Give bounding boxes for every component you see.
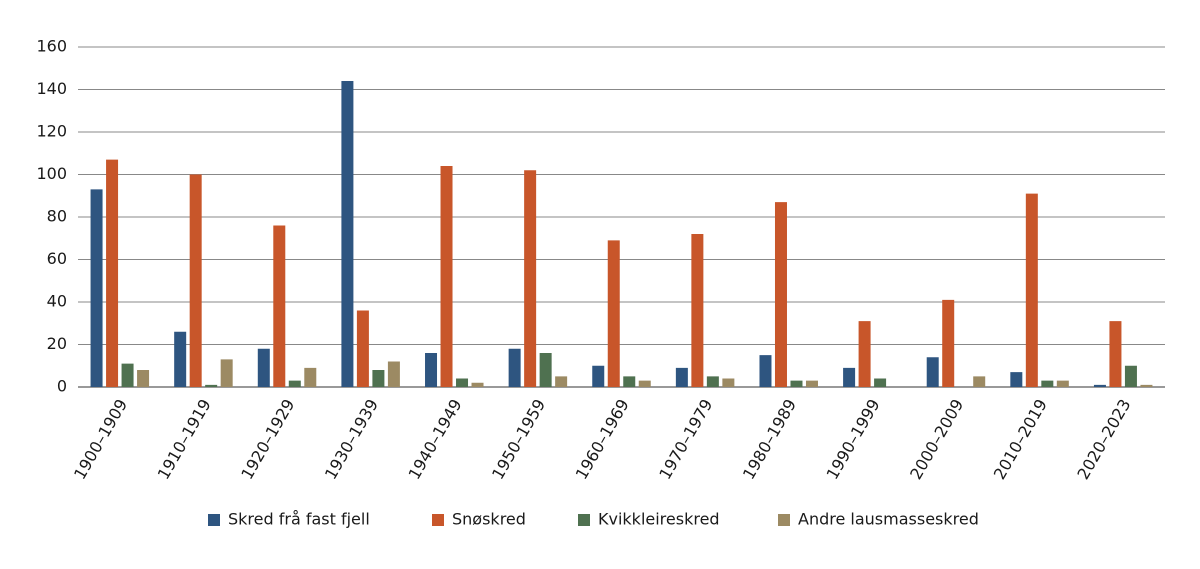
x-tick-label: 2010–2019 (990, 396, 1051, 483)
x-tick-label: 1900–1909 (70, 396, 131, 483)
bar (706, 376, 719, 387)
bar (774, 202, 787, 387)
bar (1025, 193, 1038, 387)
bar (759, 355, 772, 387)
y-tick-label: 100 (36, 164, 67, 183)
x-tick-label: 1930–1939 (321, 396, 382, 483)
legend-label: Snøskred (452, 510, 526, 529)
y-tick-label: 40 (47, 292, 67, 311)
bar (539, 353, 552, 387)
bar (592, 365, 605, 387)
bar (257, 348, 270, 387)
legend-swatch (208, 514, 220, 526)
bar (121, 363, 134, 387)
bar (1041, 380, 1054, 387)
bar (1109, 321, 1122, 387)
y-tick-label: 0 (57, 377, 67, 396)
bar (1093, 384, 1106, 387)
x-tick-label: 1980–1989 (739, 396, 800, 483)
bar (356, 310, 369, 387)
legend-label: Skred frå fast fjell (228, 510, 370, 529)
bar (858, 321, 871, 387)
bar (387, 361, 400, 387)
bar (1056, 380, 1069, 387)
legend-label: Kvikkleireskred (598, 510, 720, 529)
bar (304, 367, 317, 387)
bar (1140, 384, 1153, 387)
bar (722, 378, 735, 387)
bar (691, 234, 704, 387)
x-tick-label: 1920–1929 (237, 396, 298, 483)
bar (456, 378, 469, 387)
bar (843, 367, 856, 387)
bar (189, 174, 202, 387)
y-tick-label: 140 (36, 79, 67, 98)
bar (926, 357, 939, 387)
y-tick-label: 160 (36, 37, 67, 56)
bar (106, 159, 119, 387)
x-tick-label: 1990–1999 (823, 396, 884, 483)
bar (137, 370, 150, 387)
bar (425, 353, 438, 387)
legend-label: Andre lausmasseskred (798, 510, 979, 529)
bar (440, 166, 453, 387)
bar (508, 348, 521, 387)
legend-swatch (578, 514, 590, 526)
bar (341, 81, 354, 387)
bar (205, 384, 218, 387)
bar (372, 370, 385, 387)
x-tick-label: 1970–1979 (655, 396, 716, 483)
x-tick-label: 1960–1969 (572, 396, 633, 483)
y-tick-label: 120 (36, 122, 67, 141)
bar (524, 170, 537, 387)
bar (174, 331, 187, 387)
bar (1010, 372, 1023, 387)
legend-swatch (778, 514, 790, 526)
legend-swatch (432, 514, 444, 526)
y-tick-label: 60 (47, 249, 67, 268)
bar (638, 380, 651, 387)
y-tick-label: 20 (47, 334, 67, 353)
x-tick-label: 1910–1919 (154, 396, 215, 483)
x-tick-label: 2020–2023 (1073, 396, 1134, 483)
bar (675, 367, 688, 387)
bar (790, 380, 803, 387)
y-tick-label: 80 (47, 207, 67, 226)
bar (273, 225, 286, 387)
bar (1124, 365, 1137, 387)
x-tick-label: 1940–1949 (404, 396, 465, 483)
bar (942, 299, 955, 387)
bar (805, 380, 818, 387)
x-tick-label: 2000–2009 (906, 396, 967, 483)
bar (90, 189, 103, 387)
bar (623, 376, 636, 387)
bar (471, 382, 484, 387)
bar (220, 359, 233, 387)
bar (874, 378, 887, 387)
bar (973, 376, 986, 387)
bar (607, 240, 620, 387)
x-tick-label: 1950–1959 (488, 396, 549, 483)
bar (288, 380, 301, 387)
bar (555, 376, 568, 387)
